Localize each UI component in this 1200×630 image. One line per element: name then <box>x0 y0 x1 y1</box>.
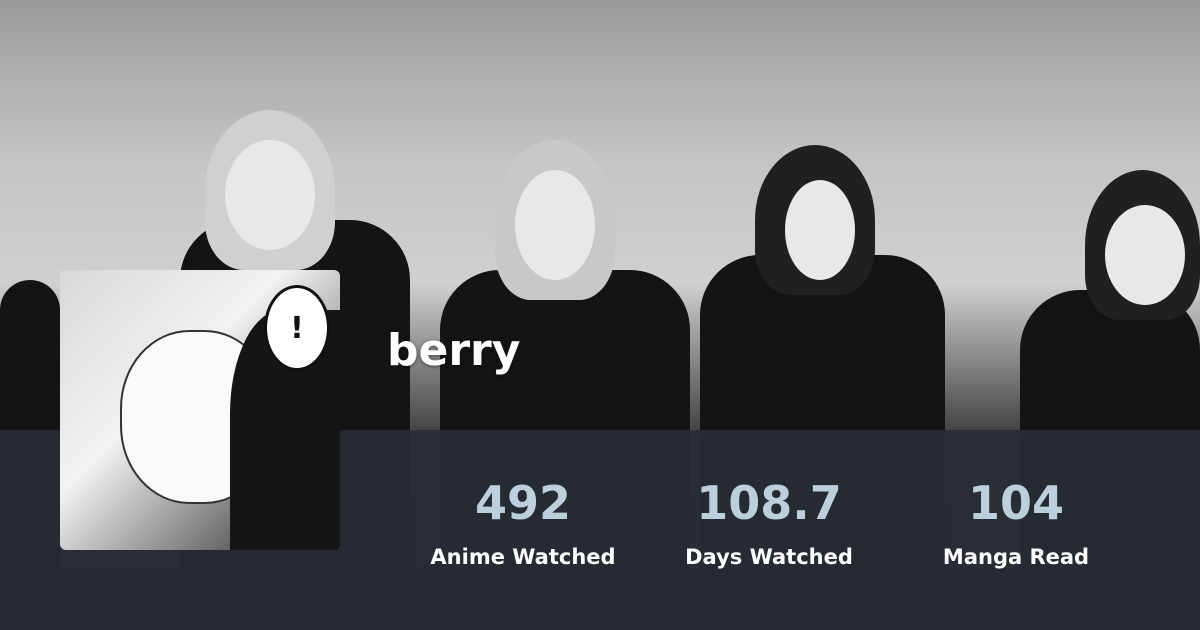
stat-anime-watched: 492 Anime Watched <box>413 475 633 569</box>
avatar: ! <box>60 270 340 550</box>
stat-value: 108.7 <box>696 476 842 530</box>
stat-label: Days Watched <box>685 545 853 569</box>
stat-days-watched: 108.7 Days Watched <box>659 475 879 569</box>
stat-value: 104 <box>967 476 1065 530</box>
stat-label: Manga Read <box>942 545 1090 569</box>
stat-manga-read: 104 Manga Read <box>906 475 1126 569</box>
exclamation-icon: ! <box>264 285 330 371</box>
stat-label: Anime Watched <box>430 545 616 569</box>
username: berry <box>387 325 521 376</box>
stat-value: 492 <box>474 476 572 530</box>
